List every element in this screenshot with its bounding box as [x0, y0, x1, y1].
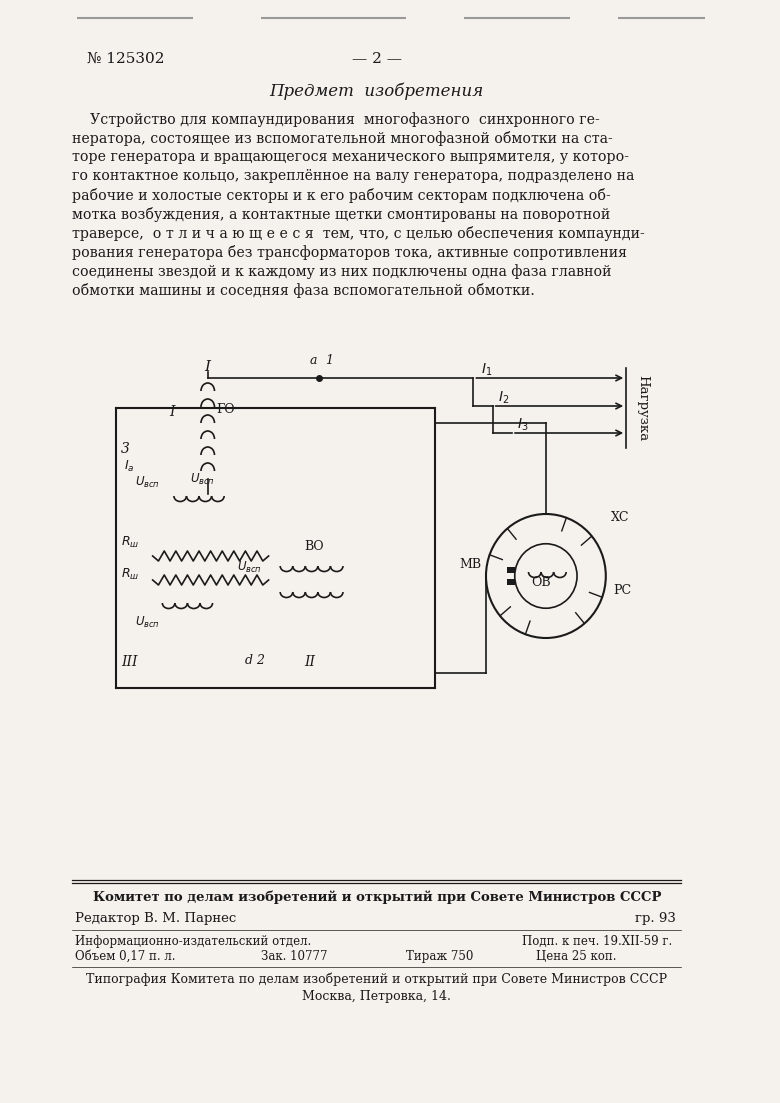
- Text: II: II: [304, 655, 315, 670]
- Text: ВО: ВО: [304, 540, 324, 553]
- Text: $U_{всп}$: $U_{всп}$: [135, 475, 161, 490]
- Text: Нагрузка: Нагрузка: [636, 375, 649, 441]
- Text: $U_{всп}$: $U_{всп}$: [190, 472, 215, 488]
- Text: 2: 2: [256, 654, 264, 667]
- Text: Типография Комитета по делам изобретений и открытий при Совете Министров СССР: Типография Комитета по делам изобретений…: [87, 972, 668, 985]
- Text: соединены звездой и к каждому из них подключены одна фаза главной: соединены звездой и к каждому из них под…: [73, 264, 612, 279]
- Text: Подп. к печ. 19.XII-59 г.: Подп. к печ. 19.XII-59 г.: [522, 935, 672, 947]
- Text: обмотки машины и соседняя фаза вспомогательной обмотки.: обмотки машины и соседняя фаза вспомогат…: [73, 283, 535, 298]
- Text: мотка возбуждения, а контактные щетки смонтированы на поворотной: мотка возбуждения, а контактные щетки см…: [73, 207, 611, 222]
- Text: рабочие и холостые секторы и к его рабочим секторам подключена об-: рабочие и холостые секторы и к его рабоч…: [73, 188, 612, 203]
- Text: 1: 1: [324, 354, 332, 367]
- Text: рования генератора без трансформаторов тока, активные сопротивления: рования генератора без трансформаторов т…: [73, 245, 627, 260]
- Text: Предмет  изобретения: Предмет изобретения: [270, 82, 484, 99]
- Text: I: I: [204, 360, 211, 374]
- Text: гр. 93: гр. 93: [636, 912, 676, 925]
- Text: a: a: [309, 354, 317, 367]
- Text: $R_ш$: $R_ш$: [121, 535, 139, 550]
- Text: $U_{всп}$: $U_{всп}$: [135, 615, 161, 630]
- Text: $I_2$: $I_2$: [498, 390, 509, 406]
- Text: торе генератора и вращающегося механического выпрямителя, у которо-: торе генератора и вращающегося механичес…: [73, 150, 629, 164]
- Text: III: III: [121, 655, 137, 670]
- Text: № 125302: № 125302: [87, 52, 165, 66]
- Bar: [507, 567, 515, 572]
- Text: Зак. 10777: Зак. 10777: [261, 950, 328, 963]
- Text: Устройство для компаундирования  многофазного  синхронного ге-: Устройство для компаундирования многофаз…: [73, 113, 601, 127]
- Text: $U_{всп}$: $U_{всп}$: [236, 560, 262, 575]
- Text: ГО: ГО: [216, 403, 235, 416]
- Text: 3: 3: [121, 442, 129, 456]
- Text: РС: РС: [614, 583, 632, 597]
- Text: нератора, состоящее из вспомогательной многофазной обмотки на ста-: нератора, состоящее из вспомогательной м…: [73, 131, 613, 146]
- Text: Информационно-издательский отдел.: Информационно-издательский отдел.: [76, 935, 312, 947]
- Text: Цена 25 коп.: Цена 25 коп.: [536, 950, 617, 963]
- Text: — 2 —: — 2 —: [352, 52, 402, 66]
- Text: $I_1$: $I_1$: [481, 362, 492, 378]
- Text: $I_3$: $I_3$: [517, 417, 528, 433]
- Text: Тираж 750: Тираж 750: [406, 950, 473, 963]
- Text: d: d: [244, 654, 253, 667]
- Text: Объем 0,17 п. л.: Объем 0,17 п. л.: [76, 950, 176, 963]
- Text: го контактное кольцо, закреплённое на валу генератора, подразделено на: го контактное кольцо, закреплённое на ва…: [73, 169, 635, 183]
- Text: I: I: [169, 405, 175, 419]
- Text: Комитет по делам изобретений и открытий при Совете Министров СССР: Комитет по делам изобретений и открытий …: [93, 890, 661, 903]
- Bar: [507, 579, 515, 585]
- Text: Москва, Петровка, 14.: Москва, Петровка, 14.: [303, 990, 452, 1003]
- Text: траверсе,  о т л и ч а ю щ е е с я  тем, что, с целью обеспечения компаунди-: траверсе, о т л и ч а ю щ е е с я тем, ч…: [73, 226, 645, 240]
- Text: МВ: МВ: [459, 558, 481, 571]
- Text: $I_a$: $I_a$: [124, 459, 134, 474]
- Text: Редактор В. М. Парнес: Редактор В. М. Парнес: [76, 912, 236, 925]
- Text: ОВ: ОВ: [531, 576, 551, 589]
- Text: ХС: ХС: [611, 511, 629, 524]
- Text: $R_ш$: $R_ш$: [121, 567, 139, 582]
